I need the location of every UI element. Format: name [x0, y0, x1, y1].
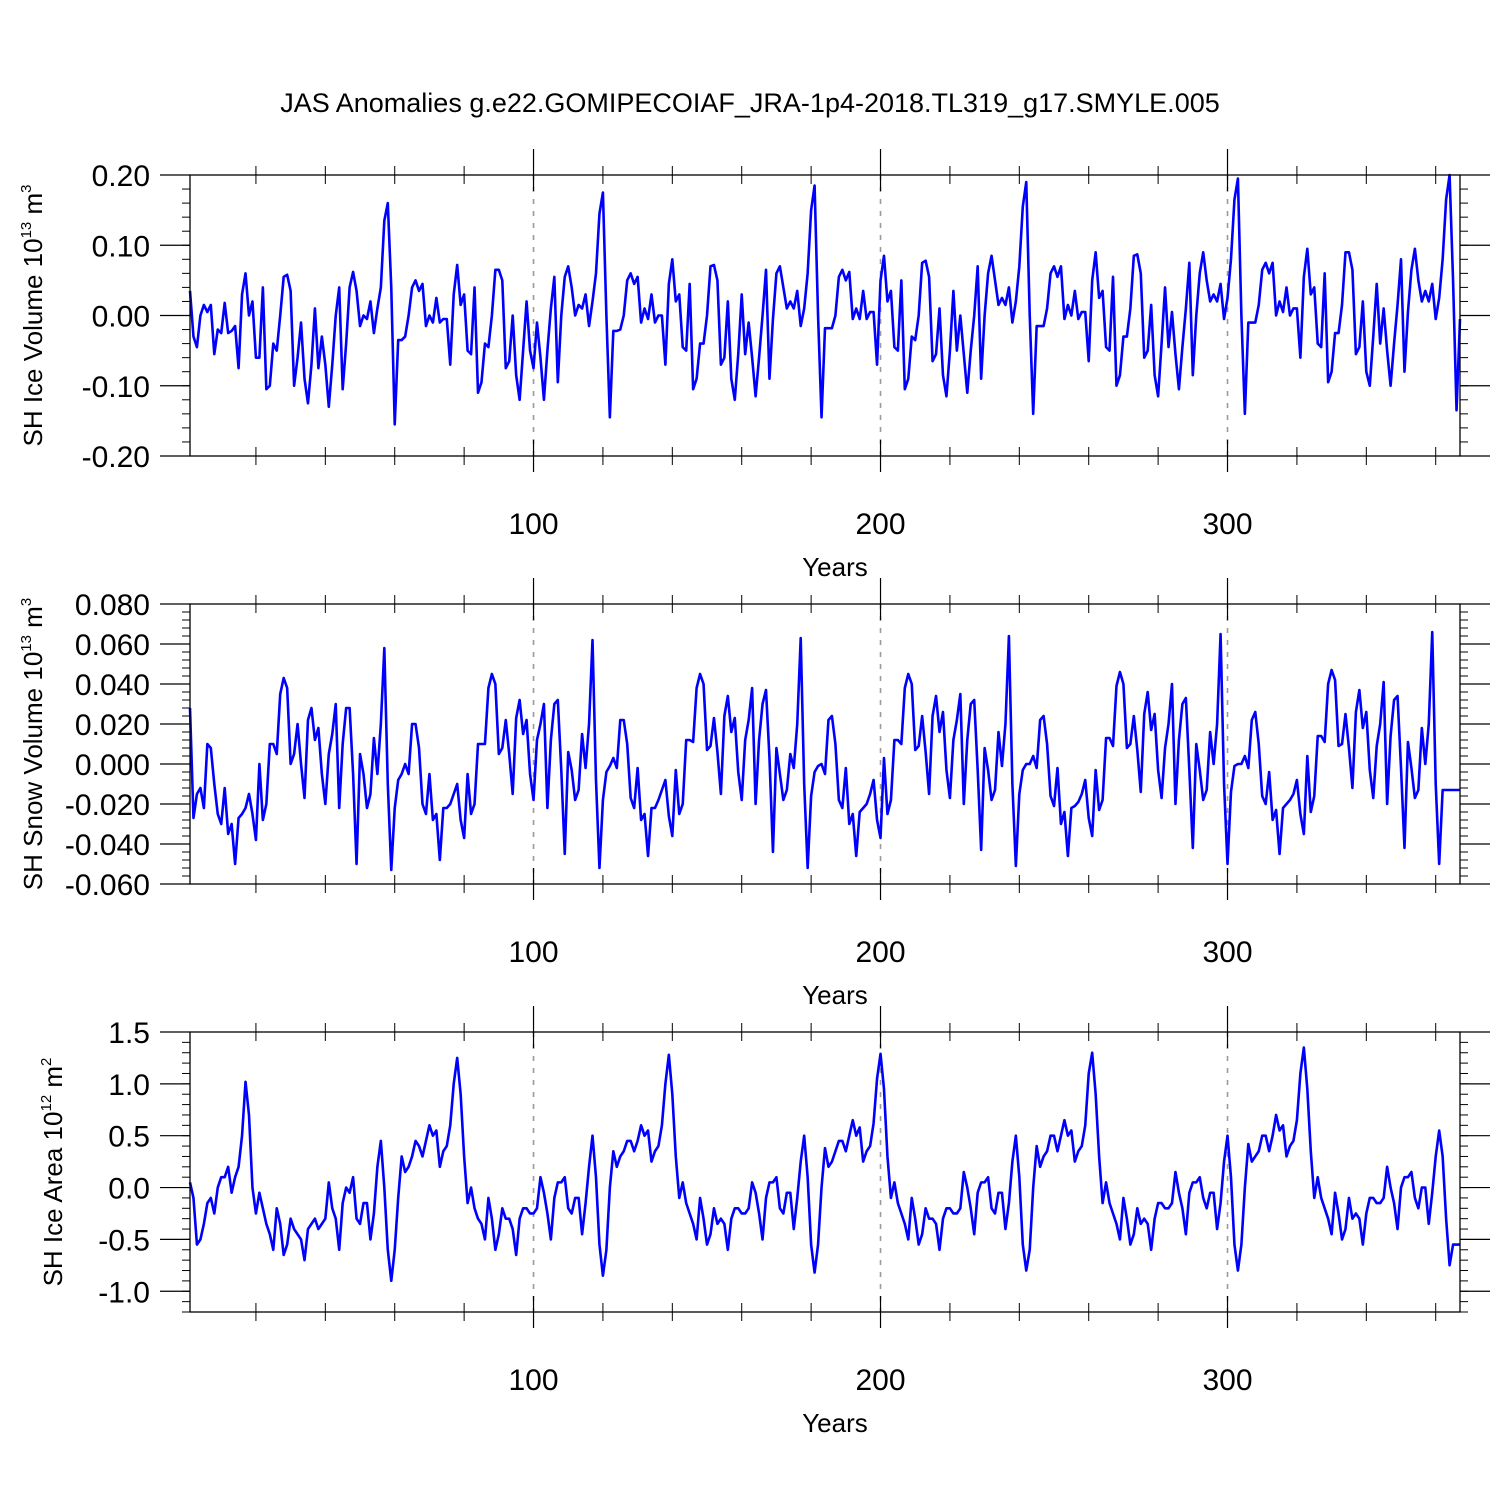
y-axis-label-exponent: 13: [18, 222, 35, 239]
x-tick-label: 200: [855, 936, 905, 969]
series-line: [188, 630, 1460, 872]
y-axis-label-unit: m: [18, 606, 48, 635]
y-axis-label-exponent: 12: [38, 1095, 55, 1112]
y-axis-label: SH Snow Volume 1013 m3: [18, 598, 48, 890]
y-tick-label: -0.060: [65, 869, 150, 902]
y-tick-label: 0.080: [75, 589, 150, 622]
y-tick-label: -0.5: [98, 1224, 150, 1257]
figure-title: JAS Anomalies g.e22.GOMIPECOIAF_JRA-1p4-…: [280, 88, 1220, 118]
x-tick-label: 300: [1202, 936, 1252, 969]
y-tick-label: 0.000: [75, 749, 150, 782]
y-tick-label: 0.040: [75, 669, 150, 702]
y-tick-label: 1.5: [108, 1017, 150, 1050]
y-tick-label: 0.020: [75, 709, 150, 742]
x-axis-label: Years: [802, 1408, 868, 1438]
x-tick-label: 300: [1202, 1364, 1252, 1397]
panel-sh-ice-volume: 100 200 300 0.20 0.10 0.00 -0.10 -0.20 Years SH I…: [18, 149, 1490, 582]
plot-frame: [189, 603, 1461, 885]
y-tick-label: 0.20: [92, 160, 150, 193]
y-axis-label-unit-exponent: 3: [18, 598, 35, 606]
y-axis-label-unit-exponent: 3: [18, 184, 35, 192]
plot-frame: [189, 1031, 1461, 1313]
panel-sh-ice-area: 100 200 300 1.5 1.0 0.5 0.0 -0.5 -1.0 Years SH Ice…: [38, 1006, 1490, 1438]
x-tick-label: 200: [855, 1364, 905, 1397]
series-line: [188, 1046, 1460, 1283]
x-axis-label: Years: [802, 552, 868, 582]
y-tick-label: 0.10: [92, 230, 150, 263]
y-axis-label-unit: m: [18, 193, 48, 222]
y-tick-label: -1.0: [98, 1276, 150, 1309]
y-axis-label-unit-exponent: 2: [38, 1058, 55, 1066]
y-tick-label: 0.0: [108, 1173, 150, 1206]
y-axis-label-main: SH Ice Volume 10: [18, 238, 48, 446]
y-tick-label: 0.5: [108, 1121, 150, 1154]
y-tick-label: 1.0: [108, 1069, 150, 1102]
y-axis-label-main: SH Snow Volume 10: [18, 652, 48, 890]
y-tick-label: -0.10: [82, 371, 150, 404]
x-tick-label: 200: [855, 508, 905, 541]
y-tick-label: 0.060: [75, 629, 150, 662]
x-tick-label: 300: [1202, 508, 1252, 541]
panel-sh-snow-volume: 100 200 300 0.080 0.060 0.040 0.020 0.000 -0.020…: [18, 578, 1490, 1010]
plot-frame: [189, 174, 1461, 457]
y-axis-label-exponent: 13: [18, 635, 35, 652]
panels: 100 200 300 0.20 0.10 0.00 -0.10 -0.20 Years SH I…: [18, 149, 1490, 1438]
x-tick-label: 100: [508, 1364, 558, 1397]
y-axis-label-main: SH Ice Area 10: [38, 1112, 68, 1287]
y-tick-label: -0.20: [82, 441, 150, 474]
y-axis-label: SH Ice Area 1012 m2: [38, 1058, 68, 1287]
x-tick-label: 100: [508, 936, 558, 969]
y-tick-label: -0.040: [65, 829, 150, 862]
y-axis-label: SH Ice Volume 1013 m3: [18, 184, 48, 446]
y-axis-label-unit: m: [38, 1066, 68, 1095]
x-axis-label: Years: [802, 980, 868, 1010]
x-tick-label: 100: [508, 508, 558, 541]
y-tick-label: -0.020: [65, 789, 150, 822]
y-tick-label: 0.00: [92, 301, 150, 334]
series-line: [188, 173, 1462, 426]
